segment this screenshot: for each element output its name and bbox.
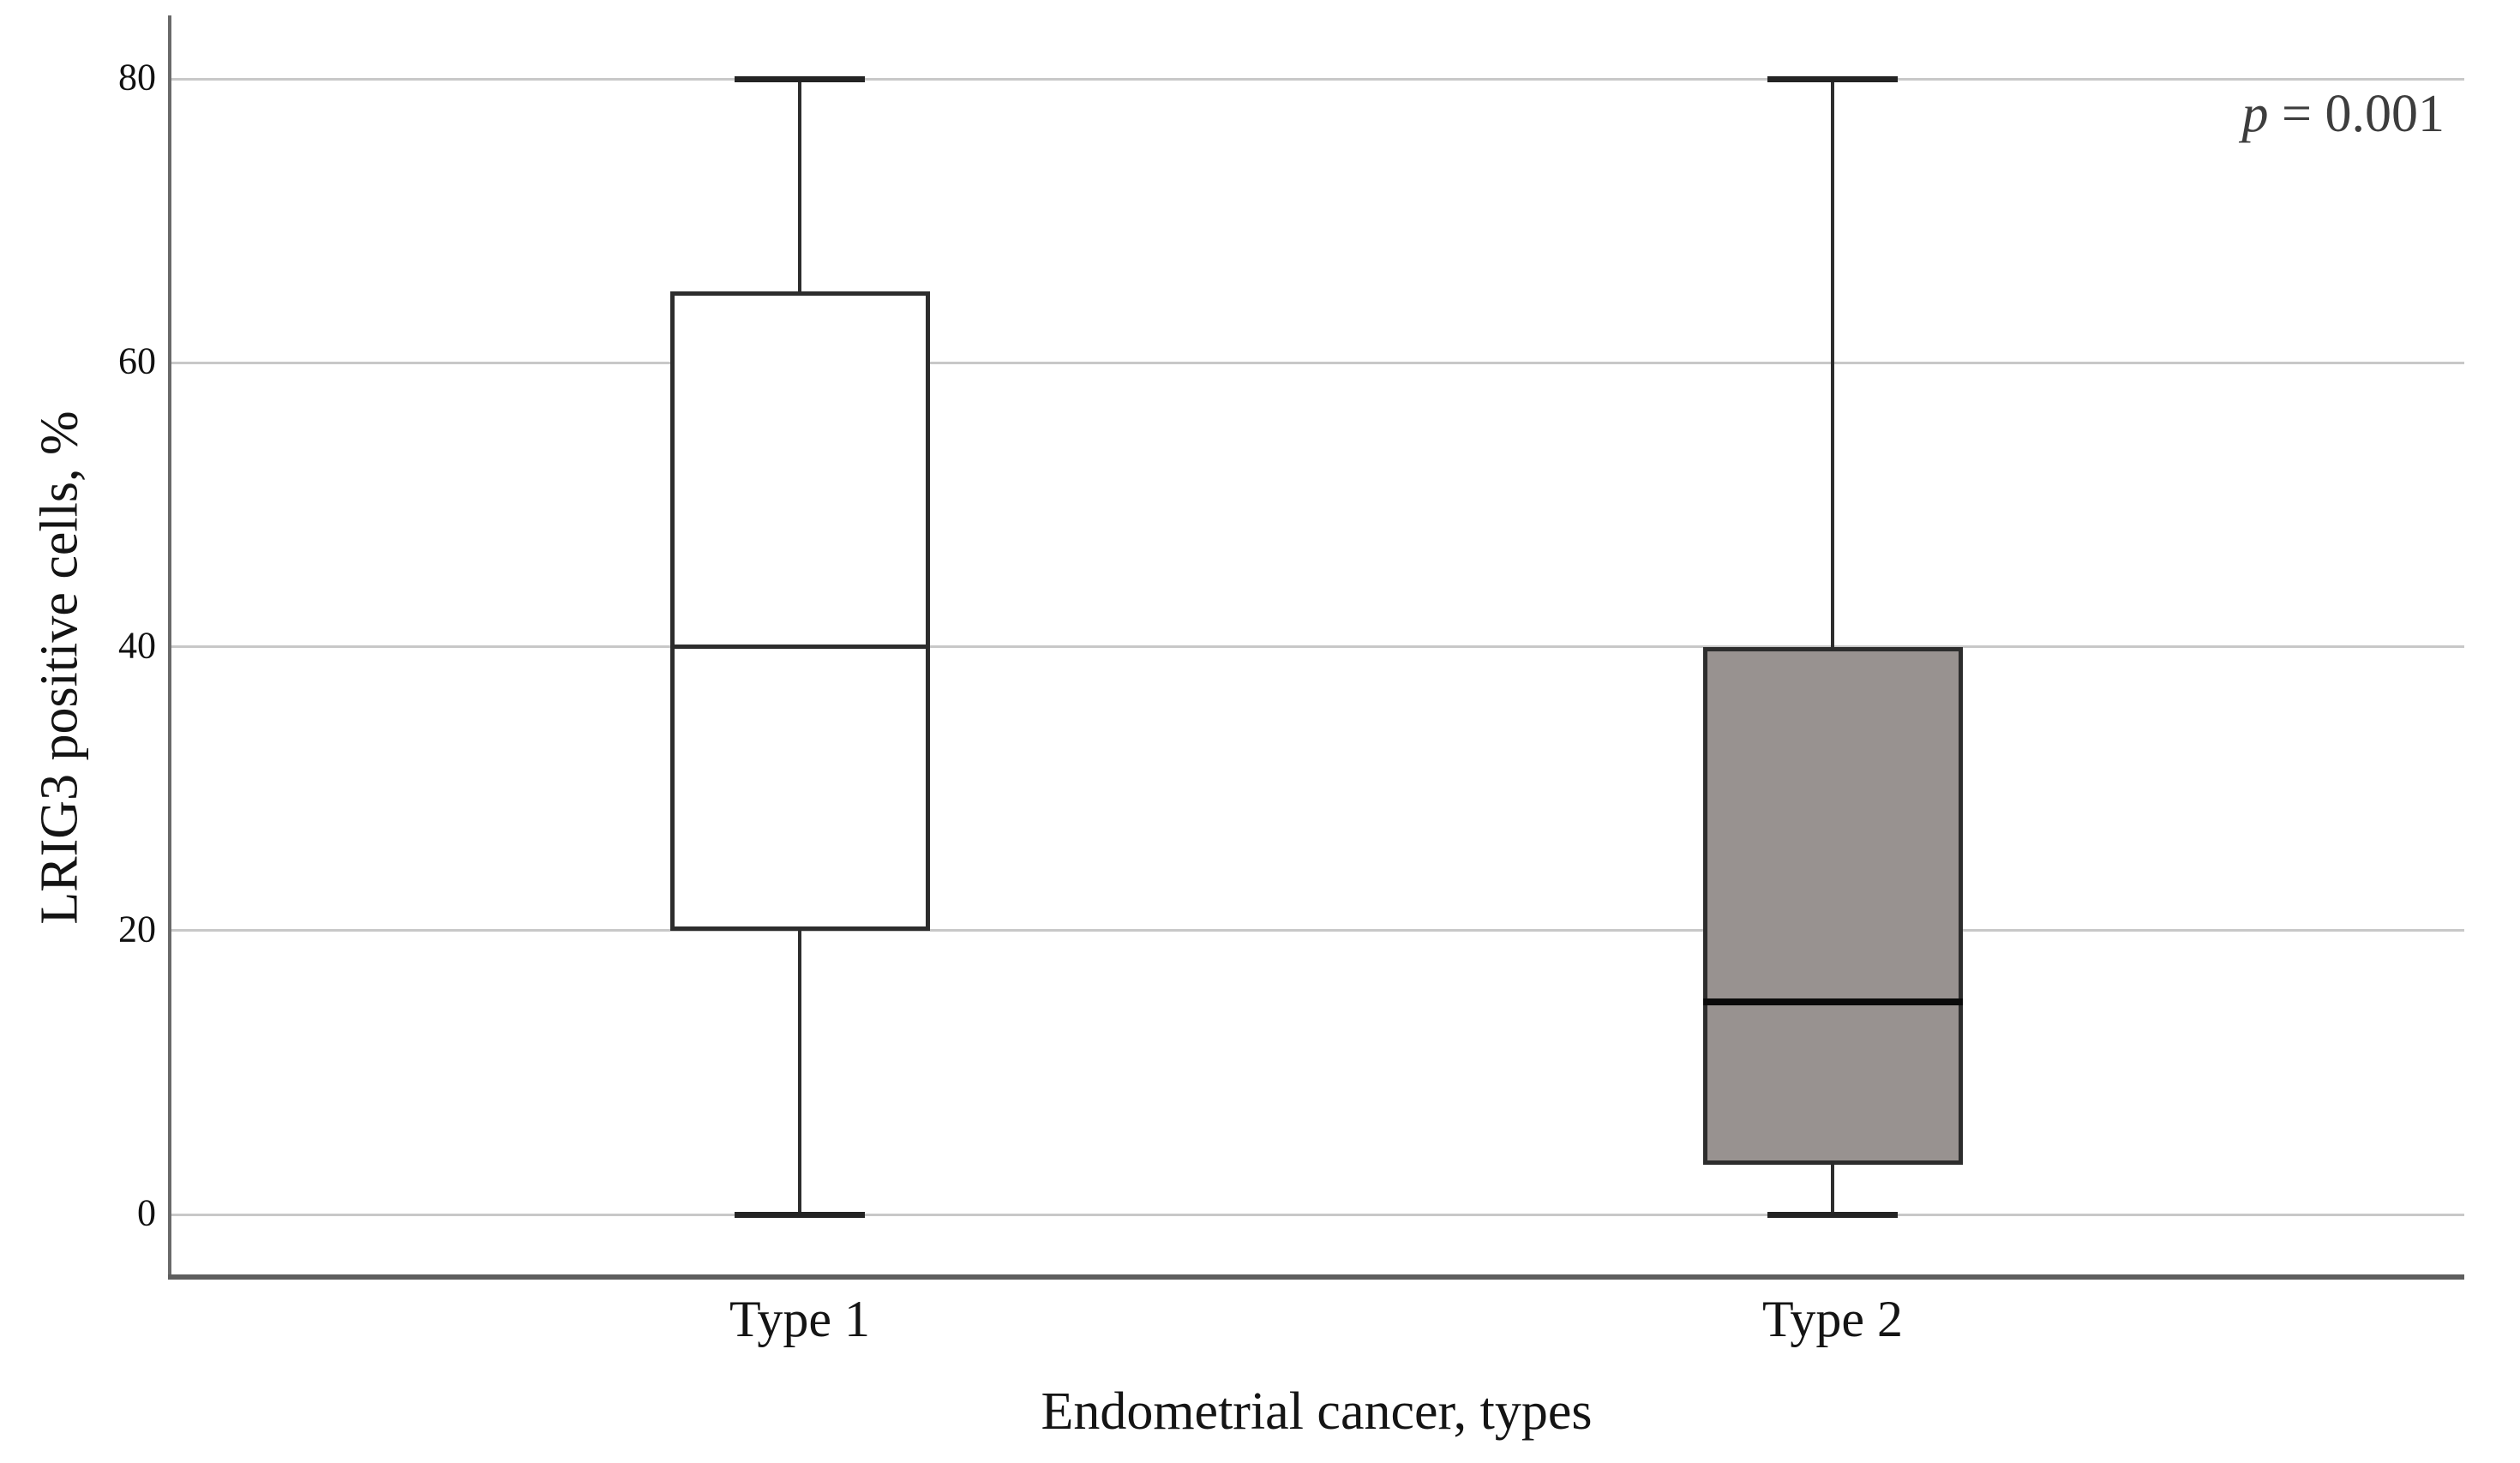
whisker-upper-line-1	[798, 79, 801, 292]
x-tick-label-1: Type 1	[729, 1291, 871, 1347]
p-symbol: p	[2241, 85, 2269, 143]
p-value-annotation: p = 0.001	[2242, 84, 2445, 145]
whisker-lower-cap-1	[735, 1212, 865, 1218]
p-value-text: = 0.001	[2268, 85, 2445, 143]
iqr-box-1	[669, 291, 930, 931]
median-line-2	[1702, 998, 1963, 1005]
y-tick-label-0: 0	[137, 1191, 156, 1234]
y-tick-label-40: 40	[118, 623, 156, 666]
y-tick-label-60: 60	[118, 339, 156, 382]
whisker-upper-cap-2	[1767, 76, 1898, 82]
whisker-lower-line-2	[1831, 1165, 1834, 1214]
whisker-upper-line-2	[1831, 79, 1834, 647]
iqr-box-2	[1702, 646, 1963, 1166]
gridline-y-80	[170, 77, 2464, 81]
gridline-y-20	[170, 929, 2464, 932]
gridline-y-60	[170, 361, 2464, 364]
y-tick-label-20: 20	[118, 908, 156, 950]
x-axis-title: Endometrial cancer, types	[1041, 1382, 1593, 1441]
whisker-lower-cap-2	[1767, 1212, 1898, 1218]
y-tick-label-80: 80	[118, 56, 156, 99]
whisker-lower-line-1	[798, 930, 801, 1214]
x-tick-label-2: Type 2	[1761, 1291, 1904, 1347]
gridline-y-0	[170, 1213, 2464, 1216]
whisker-upper-cap-1	[735, 76, 865, 82]
x-axis-spine	[168, 1274, 2464, 1280]
y-axis-spine	[168, 15, 171, 1280]
gridline-y-40	[170, 645, 2464, 648]
median-line-1	[669, 645, 930, 649]
